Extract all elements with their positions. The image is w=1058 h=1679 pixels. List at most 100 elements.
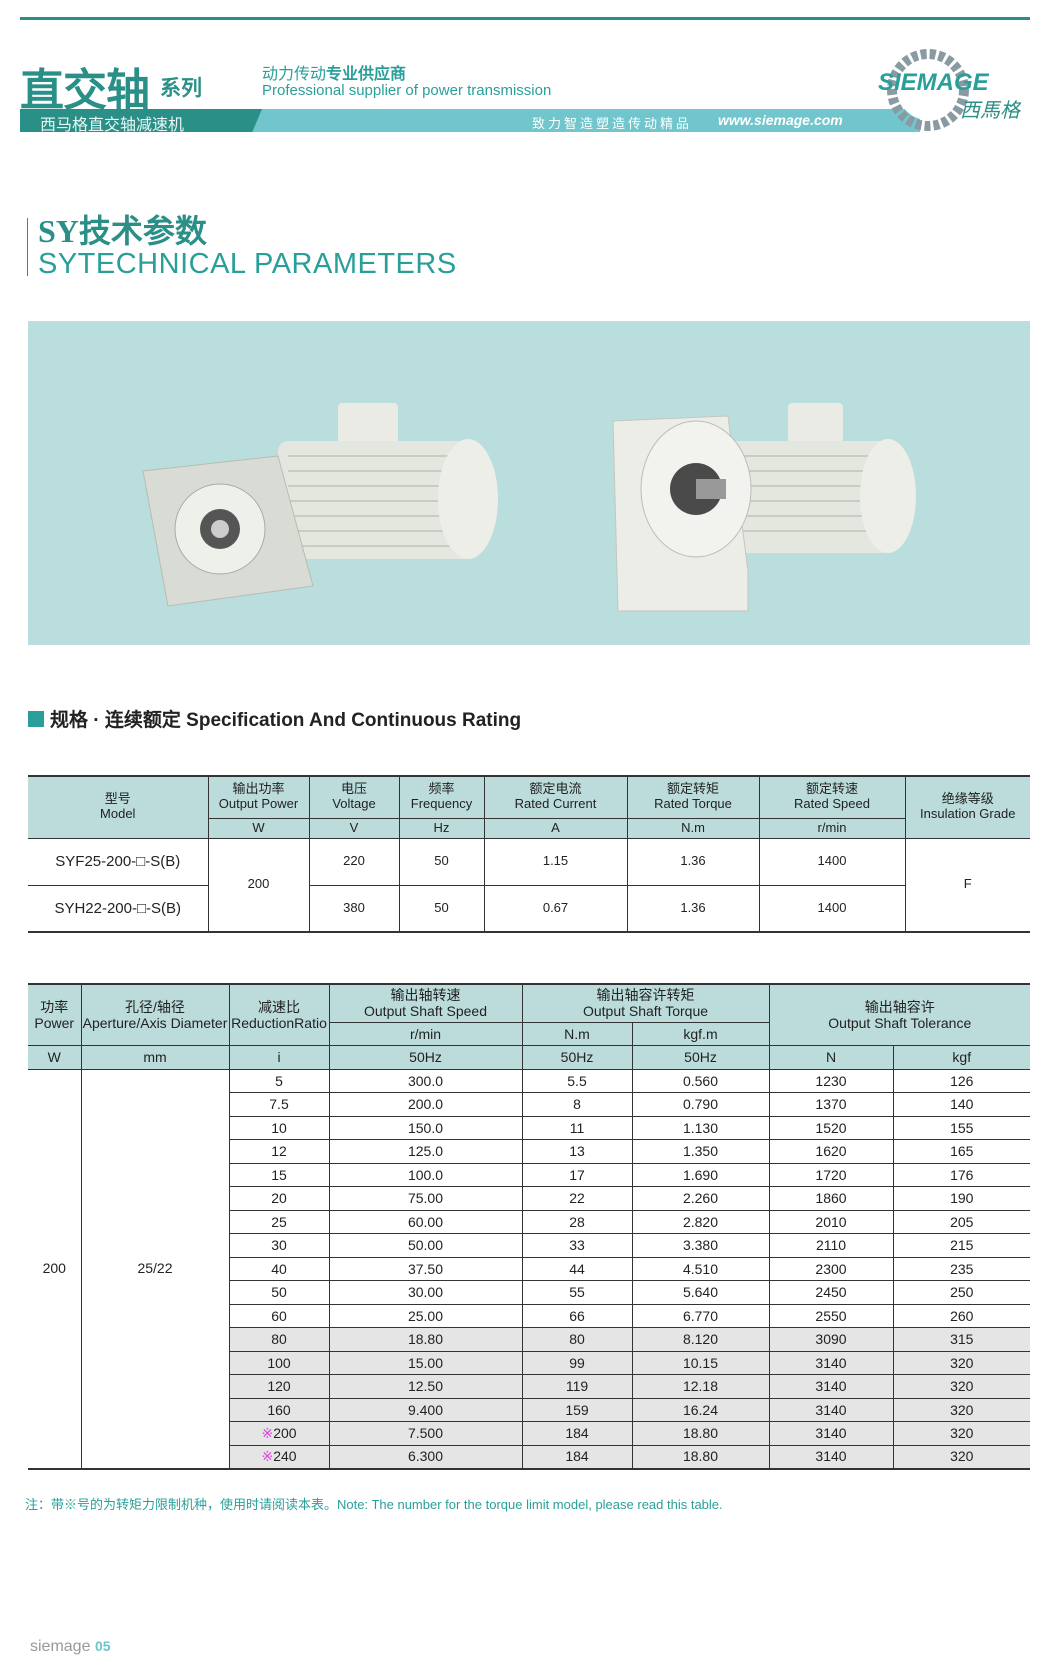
table-cell: 0.67 bbox=[483, 884, 628, 933]
th-current: 额定电流 Rated Current bbox=[483, 775, 628, 819]
table-row: 80 18.80 80 8.120 3090 315 bbox=[28, 1327, 1031, 1352]
logo-text: SIEMAGE bbox=[878, 69, 990, 96]
speed-cell: 37.50 bbox=[328, 1256, 523, 1281]
ratio-cell: 5 bbox=[228, 1068, 330, 1093]
kgfm-cell: 0.790 bbox=[631, 1092, 770, 1117]
table-cell: 1400 bbox=[758, 884, 905, 933]
spec-heading: 规格 · 连续额定 Specification And Continuous R… bbox=[28, 705, 521, 732]
ratio-cell: 40 bbox=[229, 1256, 330, 1281]
logo-cn: 西馬格 bbox=[960, 100, 1022, 122]
th-speed: 输出轴转速 Output Shaft Speed bbox=[328, 983, 523, 1023]
table-cell: N bbox=[768, 1045, 894, 1070]
nm-cell: 22 bbox=[521, 1186, 633, 1211]
speed-cell: 100.0 bbox=[328, 1162, 523, 1187]
tagline-cn: 动力传动专业供应商 bbox=[262, 60, 406, 84]
kgfm-cell: 1.130 bbox=[631, 1115, 770, 1140]
table-row: 60 25.00 66 6.770 2550 260 bbox=[28, 1303, 1031, 1328]
nm-cell: 80 bbox=[521, 1327, 633, 1352]
rating-table: 型号 Model 输出功率 Output Power 电压 Voltage 频率 Fre… bbox=[28, 775, 1030, 933]
table-row: 30 50.00 33 3.380 2110 215 bbox=[28, 1233, 1031, 1258]
table-row: 200 25/22 5 300.0 5.5 0.560 1230 126 bbox=[28, 1068, 1031, 1469]
nm-cell: 119 bbox=[521, 1374, 633, 1399]
ratio-cell: 10 bbox=[229, 1115, 330, 1140]
kgfm-cell: 8.120 bbox=[631, 1327, 770, 1352]
table-cell: 50Hz bbox=[631, 1045, 770, 1070]
table-cell: kgf.m bbox=[631, 1021, 769, 1046]
kgfm-cell: 10.15 bbox=[631, 1350, 770, 1375]
power-cell: 200 bbox=[28, 1068, 82, 1469]
table-row: SYF25-200-□-S(B) 200 220 50 1.15 1.36 1400 F bbox=[28, 837, 1030, 933]
th-power: 功率 Power bbox=[28, 983, 82, 1046]
table-cell: 1400 bbox=[758, 837, 906, 886]
table-cell: kgf bbox=[892, 1045, 1031, 1070]
n-cell: 2300 bbox=[768, 1256, 894, 1281]
n-cell: 1370 bbox=[768, 1092, 894, 1117]
speed-cell: 50.00 bbox=[328, 1233, 523, 1258]
band-url[interactable]: www.siemage.com bbox=[718, 112, 843, 128]
top-rule bbox=[20, 17, 1030, 20]
kgf-cell: 235 bbox=[892, 1256, 1031, 1281]
ratio-cell: 30 bbox=[229, 1233, 330, 1258]
nm-cell: 5.5 bbox=[521, 1068, 633, 1093]
th-frequency: 频率 Frequency bbox=[398, 775, 485, 819]
n-cell: 2010 bbox=[768, 1209, 894, 1234]
speed-cell: 15.00 bbox=[328, 1350, 523, 1375]
nm-cell: 99 bbox=[521, 1350, 633, 1375]
kgf-cell: 320 bbox=[892, 1374, 1031, 1399]
kgf-cell: 190 bbox=[892, 1186, 1031, 1211]
nm-cell: 44 bbox=[521, 1256, 633, 1281]
th-speed: 额定转速 Rated Speed bbox=[758, 775, 906, 819]
ratio-cell: 25 bbox=[229, 1209, 330, 1234]
speed-cell: 150.0 bbox=[328, 1115, 523, 1140]
nm-cell: 17 bbox=[521, 1162, 633, 1187]
nm-cell: 184 bbox=[521, 1444, 633, 1469]
ratio-cell: 80 bbox=[229, 1327, 330, 1352]
nm-cell: 184 bbox=[521, 1421, 633, 1446]
band-slogan: 致力智造塑造传动精品 bbox=[532, 116, 693, 131]
unit-speed: r/min bbox=[758, 817, 905, 839]
table-row: 25 60.00 28 2.820 2010 205 bbox=[28, 1209, 1031, 1234]
nm-cell: 28 bbox=[521, 1209, 633, 1234]
kgfm-cell: 18.80 bbox=[631, 1421, 770, 1446]
unit-voltage: V bbox=[308, 817, 400, 839]
nm-cell: 66 bbox=[521, 1303, 633, 1328]
ratio-table: 功率 Power 孔径/轴径 Aperture/Axis Diameter 减速比 R… bbox=[28, 983, 1031, 1470]
kgfm-cell: 1.690 bbox=[631, 1162, 770, 1187]
kgf-cell: 165 bbox=[892, 1139, 1031, 1164]
speed-cell: 7.500 bbox=[328, 1421, 523, 1446]
n-cell: 1620 bbox=[768, 1139, 894, 1164]
n-cell: 3090 bbox=[768, 1327, 894, 1352]
kgf-cell: 205 bbox=[892, 1209, 1031, 1234]
footer-brand: siemage bbox=[30, 1638, 91, 1655]
series-title: 直交轴 bbox=[20, 66, 150, 115]
kgfm-cell: 5.640 bbox=[631, 1280, 770, 1305]
n-cell: 1230 bbox=[768, 1068, 894, 1093]
table-row: 40 37.50 44 4.510 2300 235 bbox=[28, 1256, 1031, 1281]
th-torque: 输出轴容许转矩 Output Shaft Torque bbox=[521, 983, 770, 1023]
th-ratio: 减速比 ReductionRatio bbox=[228, 983, 330, 1046]
model-cell: SYF25-200-□-S(B) bbox=[28, 837, 209, 886]
table-row: SYH22-200-□-S(B) 380 50 0.67 1.36 1400 bbox=[28, 884, 1030, 933]
tagline-cn-bold: 专业供应商 bbox=[326, 66, 407, 83]
table-row: 120 12.50 119 12.18 3140 320 bbox=[28, 1374, 1031, 1399]
table-cell: 50Hz bbox=[521, 1045, 633, 1070]
table-cell: N.m bbox=[521, 1021, 633, 1046]
section-title-en: SYTECHNICAL PARAMETERS bbox=[38, 248, 457, 280]
ratio-cell: 20 bbox=[229, 1186, 330, 1211]
kgfm-cell: 2.820 bbox=[631, 1209, 770, 1234]
tagline-en: Professional supplier of power transmiss… bbox=[262, 82, 552, 99]
table-cell: 50 bbox=[398, 837, 485, 886]
table-cell: 1.36 bbox=[626, 837, 760, 886]
kgf-cell: 320 bbox=[892, 1397, 1031, 1422]
table-cell: 1.15 bbox=[483, 837, 628, 886]
speed-cell: 75.00 bbox=[328, 1186, 523, 1211]
nm-cell: 55 bbox=[521, 1280, 633, 1305]
kgf-cell: 215 bbox=[892, 1233, 1031, 1258]
diameter-cell: 25/22 bbox=[80, 1068, 230, 1469]
n-cell: 3140 bbox=[768, 1397, 894, 1422]
table-row: 12 125.0 13 1.350 1620 165 bbox=[28, 1139, 1031, 1164]
th-torque: 额定转矩 Rated Torque bbox=[626, 775, 760, 819]
nm-cell: 13 bbox=[521, 1139, 633, 1164]
n-cell: 3140 bbox=[768, 1421, 894, 1446]
unit-current: A bbox=[483, 817, 628, 839]
